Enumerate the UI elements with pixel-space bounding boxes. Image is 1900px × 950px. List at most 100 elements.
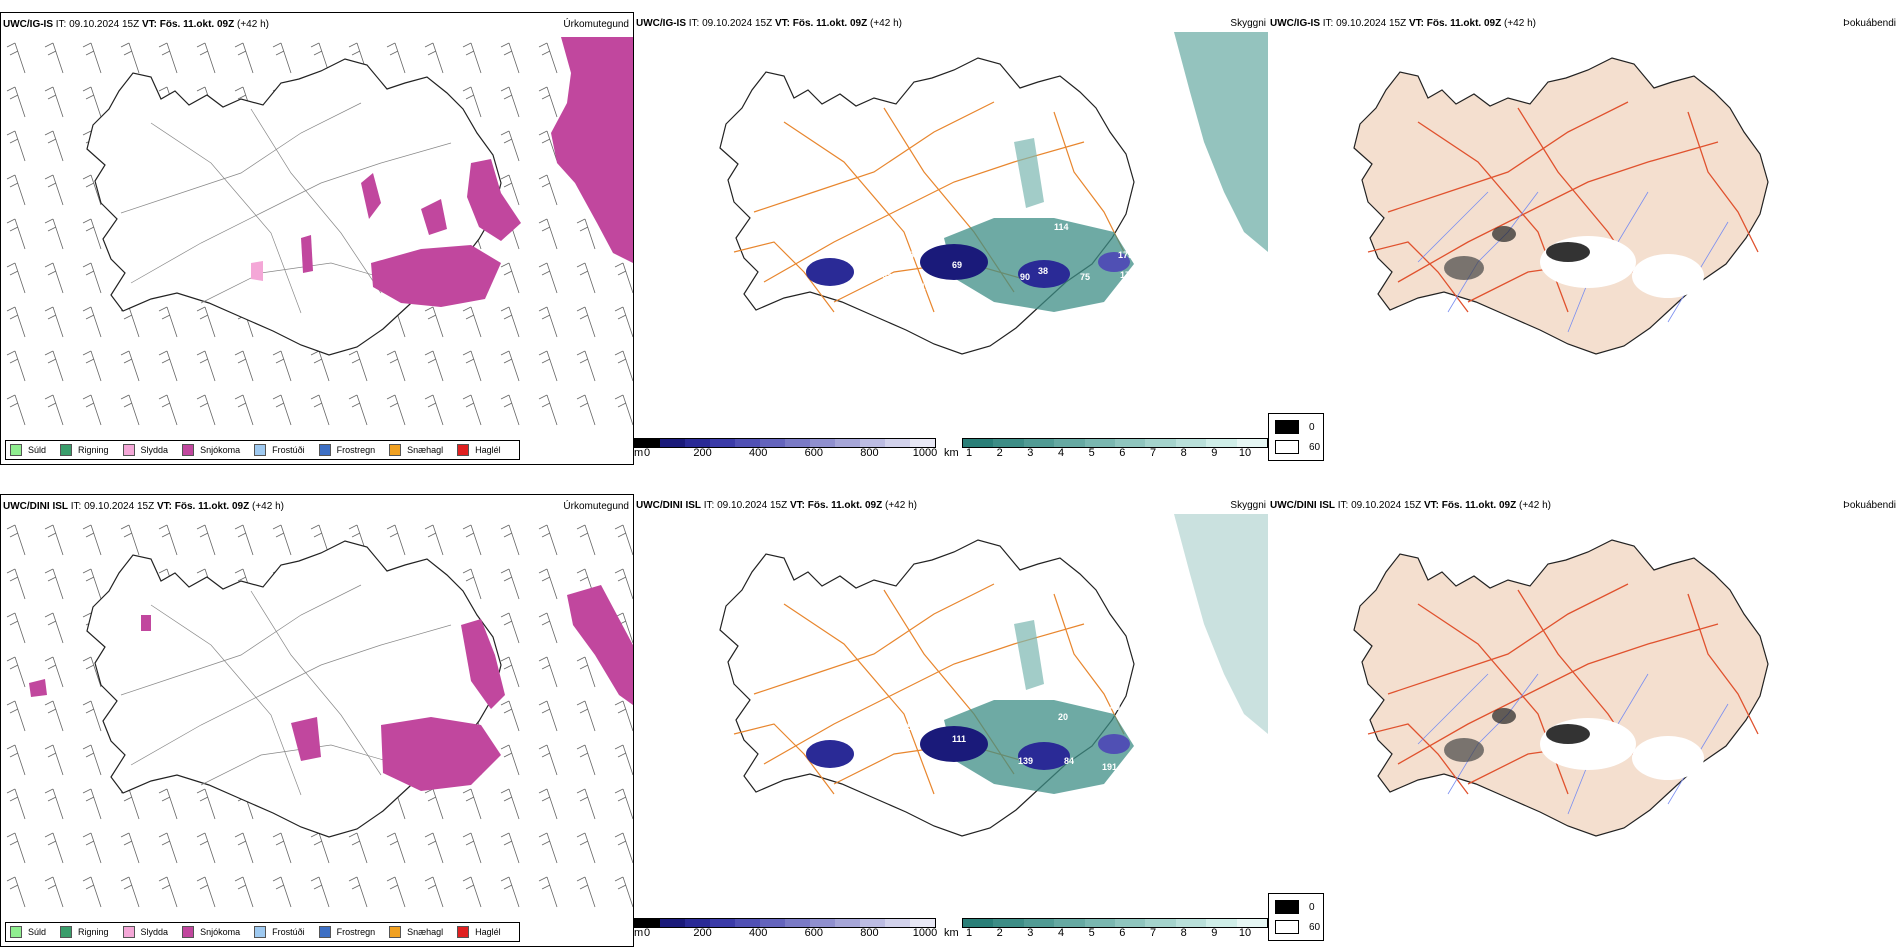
tick-label: 400	[749, 927, 768, 939]
panel-product-name: Skyggni	[1230, 500, 1266, 511]
fog-map	[1353, 57, 1769, 380]
visibility-label: 539	[928, 764, 943, 774]
tick-label: 1	[965, 447, 973, 459]
tick-label: 5	[1088, 447, 1095, 459]
colorbar-segment	[1175, 439, 1207, 447]
panel-product-name: Þokuábendi	[1843, 500, 1896, 511]
tick-label: 3	[1027, 927, 1034, 939]
visibility-label: 26	[954, 220, 964, 230]
visibility-label: 139	[1018, 756, 1033, 766]
colorbar-segment	[1023, 439, 1055, 447]
visibility-label: 191	[1102, 762, 1117, 772]
legend-item: Haglél	[457, 444, 501, 456]
colorbar-segment	[760, 439, 785, 447]
visibility-label: 65	[882, 270, 892, 280]
legend-item: Snjókoma	[182, 926, 240, 938]
height-colorbar	[634, 438, 936, 448]
colorbar-segment	[1084, 439, 1116, 447]
precip-map	[6, 524, 633, 908]
tick-label: 4	[1057, 447, 1065, 459]
colorbar-segment	[963, 439, 994, 447]
visibility-unit: km	[944, 927, 959, 939]
tick-label: 200	[693, 447, 712, 459]
snow-areas	[29, 585, 633, 791]
colorbar-segment	[835, 439, 860, 447]
tick-label: 6	[1119, 447, 1126, 459]
fog-map-row1	[1353, 57, 1769, 380]
legend-label: Haglél	[475, 927, 501, 937]
legend-swatch	[182, 926, 195, 938]
fog-map-row2	[1353, 539, 1769, 862]
legend-swatch	[457, 444, 470, 456]
panel-title: UWC/DINI ISL IT: 09.10.2024 15Z VT: Fös.…	[3, 501, 284, 512]
colorbar-segment	[910, 919, 935, 927]
colorbar-segment	[635, 439, 660, 447]
colorbar-segment	[660, 919, 685, 927]
legend-swatch	[182, 444, 195, 456]
tick-label: 2	[996, 927, 1003, 939]
vis-panel-row1: 26 98 65 69 114 38 90 75 179 178 516 760 48 11 UWC/IG…	[634, 12, 1268, 465]
fog-legend: 0 60	[1268, 893, 1324, 941]
colorbar-segment	[660, 439, 685, 447]
fog-legend: 0 60	[1268, 413, 1324, 461]
fog-legend-item: 60	[1275, 920, 1320, 934]
colorbar-segment	[1054, 919, 1085, 927]
colorbar-segment	[635, 919, 660, 927]
panel-title: UWC/IG-IS IT: 09.10.2024 15Z VT: Fös. 11…	[1270, 18, 1536, 29]
visibility-label: 40	[1110, 702, 1120, 712]
tick-label: 3	[1027, 447, 1034, 459]
colorbar-segment	[785, 439, 810, 447]
legend-label: Rigning	[78, 445, 109, 455]
iceland-outline	[1353, 57, 1769, 355]
visibility-label: 20	[1058, 712, 1068, 722]
legend-item: Slydda	[122, 444, 168, 456]
tick-label: 4	[1057, 927, 1065, 939]
tick-label: 0	[643, 447, 651, 459]
legend-label: Snjókoma	[200, 927, 241, 937]
visibility-label: 178	[1120, 270, 1135, 280]
visibility-map-row1: 26 98 65 69 114 38 90 75 179 178 516 760 48 11	[719, 32, 1268, 355]
visibility-label: 69	[952, 260, 962, 270]
visibility-label: 516	[1154, 260, 1169, 270]
tick-label: 400	[749, 447, 768, 459]
tick-label: 9	[1211, 447, 1218, 459]
height-unit: m	[634, 447, 644, 459]
panel-product-name: Skyggni	[1230, 18, 1266, 29]
legend-item: Frostúði	[254, 444, 305, 456]
colorbar-segment	[685, 439, 710, 447]
precip-map-row1	[6, 37, 633, 426]
legend-swatch	[389, 926, 402, 938]
road-network	[120, 102, 452, 314]
visibility-label: 90	[1020, 272, 1030, 282]
legend-item: Frostregn	[318, 444, 376, 456]
legend-label: Snæhagl	[407, 445, 444, 455]
visibility-label: 11	[916, 282, 926, 292]
legend-label: Frostúði	[272, 445, 305, 455]
panel-product-name: Úrkomutegund	[563, 501, 629, 512]
colorbar-segment	[1054, 439, 1085, 447]
low-visibility-areas	[944, 514, 1268, 794]
colorbar-segment	[1023, 919, 1055, 927]
legend-label: 0	[1309, 421, 1315, 433]
colorbar-segment	[993, 439, 1024, 447]
colorbar-segment	[885, 919, 910, 927]
visibility-label: 85	[902, 722, 912, 732]
legend-item: Snæhagl	[389, 444, 443, 456]
legend-swatch	[10, 444, 22, 456]
visibility-tick-labels: 1 2 3 4 5 6 7 8 9 10	[966, 927, 1251, 941]
visibility-tick-labels: 1 2 3 4 5 6 7 8 9 10	[965, 447, 1251, 461]
precip-type-legend: Súld Rigning Slydda Snjókoma Frostúði Frostre…	[5, 922, 520, 942]
legend-swatch	[1275, 440, 1299, 454]
visibility-label: 111	[952, 734, 966, 744]
colorbar-segment	[1084, 919, 1116, 927]
colorbar-segment	[1145, 919, 1176, 927]
legend-item: Snæhagl	[389, 926, 443, 938]
tick-label: 10	[1238, 447, 1252, 459]
legend-item: Frostregn	[318, 926, 375, 938]
height-tick-labels: 0 200 400 600 800 1000	[643, 447, 937, 461]
legend-label: Frostregn	[336, 445, 376, 455]
value-labels: 26 98 65 69 114 38 90 75 179 178 516 760 48 11	[882, 168, 1203, 292]
iceland-outline	[719, 57, 1135, 355]
